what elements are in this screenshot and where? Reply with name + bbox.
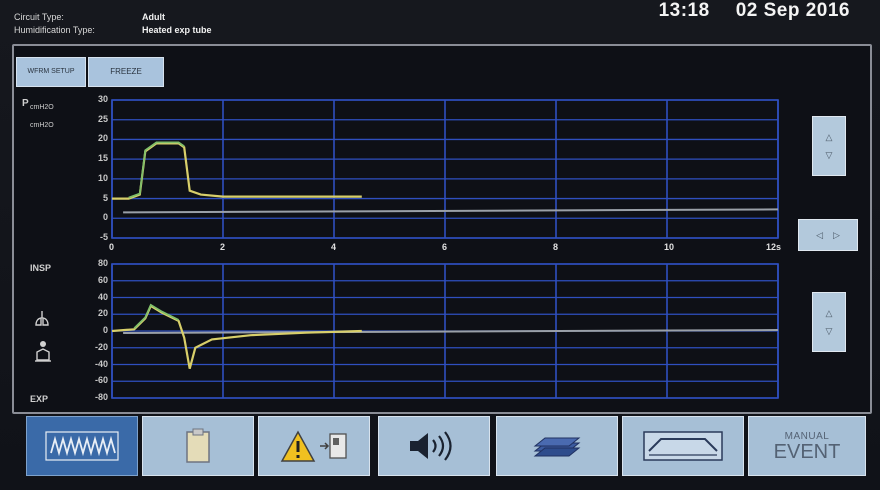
top-scale-down-icon[interactable]: ▽ <box>825 150 833 160</box>
patient-flow-icon <box>35 341 51 362</box>
circuit-type-row: Circuit Type: Adult <box>14 12 165 22</box>
time-scale-right-icon[interactable]: ▷ <box>833 229 840 240</box>
header: Circuit Type: Adult Humidification Type: H… <box>0 0 880 44</box>
bottom-waveform-trace <box>111 304 362 369</box>
bottom-y-tick-label: -60 <box>94 375 108 386</box>
bottom-y-tick-label: 80 <box>97 258 108 268</box>
bottom-y-tick-label: 0 <box>102 325 108 335</box>
bottom-y-tick-label: -40 <box>94 358 108 369</box>
bottom-scale-stepper[interactable]: △ ▽ <box>812 292 846 352</box>
insp-label: INSP <box>30 263 52 273</box>
speaker-volume-icon <box>410 431 452 461</box>
time-scale-left-icon[interactable]: ◁ <box>816 229 823 240</box>
alarm-warning-icon <box>280 430 347 462</box>
pressure-symbol: P <box>22 98 29 109</box>
top-y-tick-label: 30 <box>97 94 108 104</box>
top-y-tick-label: 25 <box>97 113 108 124</box>
bottom-waveform-trace-green <box>133 303 180 329</box>
humidification-label: Humidification Type: <box>14 25 95 35</box>
bottom-y-tick-label: 40 <box>97 291 108 302</box>
top-baseline <box>123 208 779 214</box>
x-tick-label: 4 <box>331 242 337 252</box>
x-tick-label: 8 <box>553 242 559 252</box>
trends-button[interactable] <box>622 416 744 476</box>
waveform-button[interactable] <box>26 416 138 476</box>
top-y-tick-label: 15 <box>97 153 108 164</box>
top-waveform-trace-green <box>128 141 185 199</box>
manual-event-line1: MANUAL <box>784 430 830 442</box>
bottom-y-tick-label: -80 <box>94 392 108 402</box>
exp-label: EXP <box>30 394 49 404</box>
bottom-baseline <box>123 329 779 334</box>
waveform-panel <box>12 44 872 414</box>
manual-event-line2: EVENT <box>773 440 841 463</box>
waveform-icon <box>45 431 119 461</box>
top-scale-stepper[interactable]: △ ▽ <box>812 116 846 176</box>
top-scale-up-icon[interactable]: △ <box>825 132 833 142</box>
bottom-y-tick-label: -20 <box>94 341 108 352</box>
humidification-row: Humidification Type: Heated exp tube <box>14 25 212 35</box>
layers-button[interactable] <box>496 416 618 476</box>
pressure-unit-label-2: cmH2O <box>30 122 54 129</box>
manual-event-button[interactable]: MANUAL EVENT <box>748 416 866 476</box>
top-y-tick-label: 10 <box>97 172 108 183</box>
freeze-button[interactable]: FREEZE <box>88 57 164 87</box>
log-button[interactable] <box>142 416 254 476</box>
stacked-layers-icon <box>533 437 581 457</box>
x-tick-label: 12s <box>766 242 782 252</box>
x-tick-label: 10 <box>664 242 675 252</box>
lung-icon <box>35 311 49 326</box>
clock: 13:18 02 Sep 2016 <box>659 0 850 22</box>
top-y-tick-label: 0 <box>102 212 108 223</box>
humidification-value: Heated exp tube <box>142 25 212 35</box>
bottom-y-tick-label: 60 <box>97 274 108 285</box>
clipboard-icon <box>186 428 210 463</box>
top-y-tick-label: 20 <box>97 133 108 144</box>
circuit-type-label: Circuit Type: <box>14 12 64 22</box>
volume-button[interactable] <box>378 416 490 476</box>
x-tick-label: 0 <box>109 242 115 252</box>
trend-icon <box>643 431 723 461</box>
top-y-tick-label: 5 <box>102 192 108 203</box>
bottom-scale-up-icon[interactable]: △ <box>825 308 833 318</box>
waveform-setup-button[interactable]: WFRM SETUP <box>16 57 86 87</box>
x-tick-label: 2 <box>220 242 226 252</box>
time-scale-stepper[interactable]: ◁ ▷ <box>798 219 858 251</box>
time-display: 13:18 <box>658 0 710 21</box>
circuit-type-value: Adult <box>142 12 165 22</box>
date-display: 02 Sep 2016 <box>735 0 850 21</box>
bottom-toolbar: MANUAL EVENT <box>12 410 868 480</box>
bottom-scale-down-icon[interactable]: ▽ <box>825 326 833 336</box>
alarms-button[interactable] <box>258 416 370 476</box>
top-y-tick-label: -5 <box>99 232 108 242</box>
bottom-y-tick-label: 20 <box>97 308 108 319</box>
pressure-unit-label: cmH2O <box>30 104 54 111</box>
x-tick-label: 6 <box>442 242 448 252</box>
top-waveform-trace <box>112 142 362 200</box>
